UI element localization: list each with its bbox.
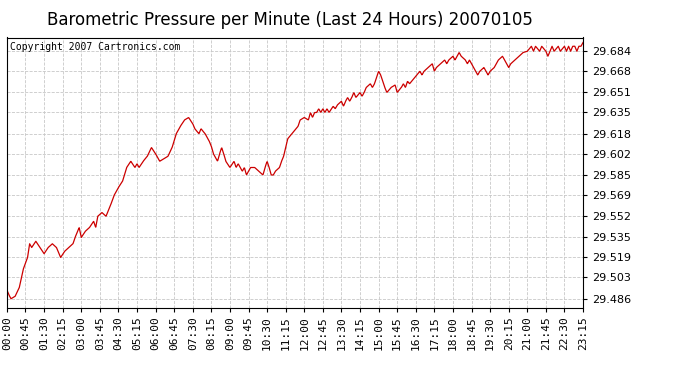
Text: Copyright 2007 Cartronics.com: Copyright 2007 Cartronics.com [10, 42, 180, 51]
Text: Barometric Pressure per Minute (Last 24 Hours) 20070105: Barometric Pressure per Minute (Last 24 … [47, 11, 533, 29]
